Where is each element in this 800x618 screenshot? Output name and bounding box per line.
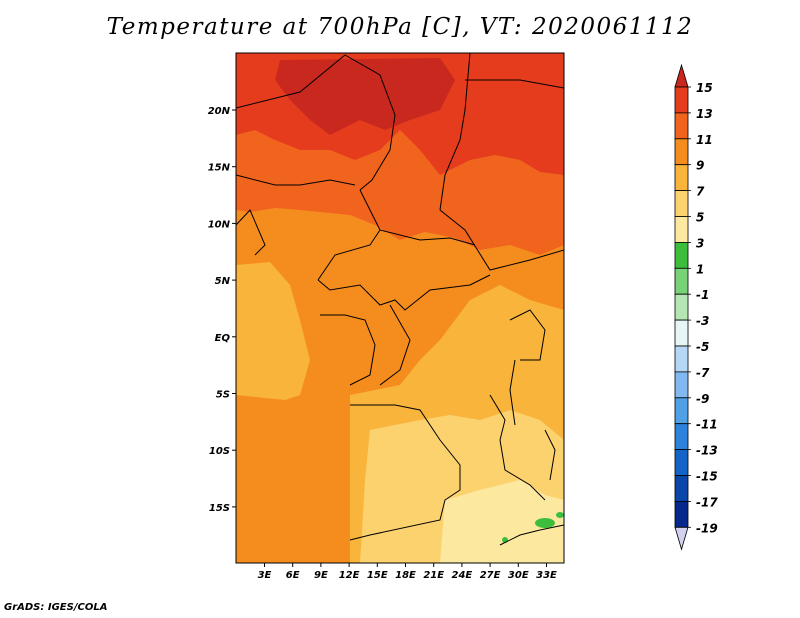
colorbar-swatch — [674, 241, 689, 269]
colorbar-label: -15 — [696, 470, 718, 484]
colorbar-swatch — [674, 397, 689, 425]
lat-tick-label: 10S — [209, 446, 230, 457]
colorbar: 15 13 11 9 7 5 3 1 -1 -3 -5 -7 -9 -11 -13 -15 -17 -19 — [674, 63, 718, 551]
colorbar-swatch — [674, 423, 689, 451]
lon-tick-label: 30E — [508, 570, 529, 581]
colorbar-swatch — [674, 371, 689, 399]
colorbar-label: 1 — [696, 262, 704, 276]
map-frame — [235, 52, 565, 564]
credit-label: GrADS: IGES/COLA — [4, 602, 108, 613]
colorbar-label: -3 — [696, 314, 709, 328]
colorbar-label: -1 — [696, 288, 709, 302]
colorbar-swatch — [674, 475, 689, 502]
colorbar-label: -13 — [696, 444, 718, 458]
country-borders — [236, 53, 564, 546]
colorbar-swatch — [674, 86, 689, 114]
colorbar-label: 7 — [696, 185, 705, 199]
colorbar-label: -17 — [696, 495, 718, 509]
colorbar-bottom-arrow — [674, 526, 689, 551]
field-1-3-patch — [556, 512, 564, 518]
colorbar-label: -9 — [696, 392, 709, 406]
lon-tick-label: 12E — [339, 570, 360, 581]
field-3-5 — [440, 480, 564, 563]
colorbar-swatch — [674, 293, 689, 321]
colorbar-label: -5 — [696, 340, 709, 354]
lon-tick-label: 18E — [395, 570, 416, 581]
temperature-field — [236, 53, 564, 563]
colorbar-swatch — [674, 112, 689, 140]
colorbar-swatch — [674, 319, 689, 347]
lon-tick-label: 6E — [286, 570, 300, 581]
lat-tick-label: 5S — [216, 390, 230, 401]
colorbar-label: -19 — [696, 521, 718, 535]
lon-tick-label: 27E — [480, 570, 501, 581]
lat-tick-label: EQ — [215, 333, 231, 344]
colorbar-swatch — [674, 190, 689, 217]
lon-tick-label: 3E — [258, 570, 272, 581]
colorbar-swatch — [674, 345, 689, 373]
lat-tick-label: 5N — [215, 276, 231, 287]
colorbar-swatch — [674, 449, 689, 476]
field-above-15 — [275, 58, 455, 135]
colorbar-label: 5 — [696, 211, 704, 225]
longitude-axis: 3E 6E 9E 12E 15E 18E 21E 24E 27E 30E 33E — [258, 563, 557, 581]
chart-title: Temperature at 700hPa [C], VT: 202006111… — [106, 14, 694, 40]
colorbar-swatch — [674, 138, 689, 166]
colorbar-label: 9 — [696, 159, 704, 173]
lat-tick-label: 15N — [208, 163, 231, 174]
field-1-3-patch — [535, 518, 555, 528]
lon-tick-label: 24E — [452, 570, 473, 581]
colorbar-label: 3 — [696, 236, 704, 250]
lon-tick-label: 21E — [423, 570, 444, 581]
lon-tick-label: 15E — [367, 570, 388, 581]
colorbar-label: -7 — [696, 366, 710, 380]
colorbar-label: -11 — [696, 418, 718, 432]
lon-tick-label: 33E — [536, 570, 557, 581]
latitude-axis: 20N 15N 10N 5N EQ 5S 10S 15S — [208, 106, 236, 514]
colorbar-swatch — [674, 164, 689, 191]
colorbar-label: 15 — [696, 81, 713, 95]
colorbar-swatch — [674, 267, 689, 295]
colorbar-swatch — [674, 216, 689, 243]
lat-tick-label: 15S — [209, 503, 230, 514]
colorbar-top-arrow — [674, 63, 689, 88]
colorbar-label: 11 — [696, 133, 713, 147]
colorbar-label: 13 — [696, 107, 713, 121]
lat-tick-label: 20N — [208, 106, 231, 117]
lat-tick-label: 10N — [208, 219, 231, 230]
lon-tick-label: 9E — [314, 570, 328, 581]
colorbar-swatch — [674, 500, 689, 528]
